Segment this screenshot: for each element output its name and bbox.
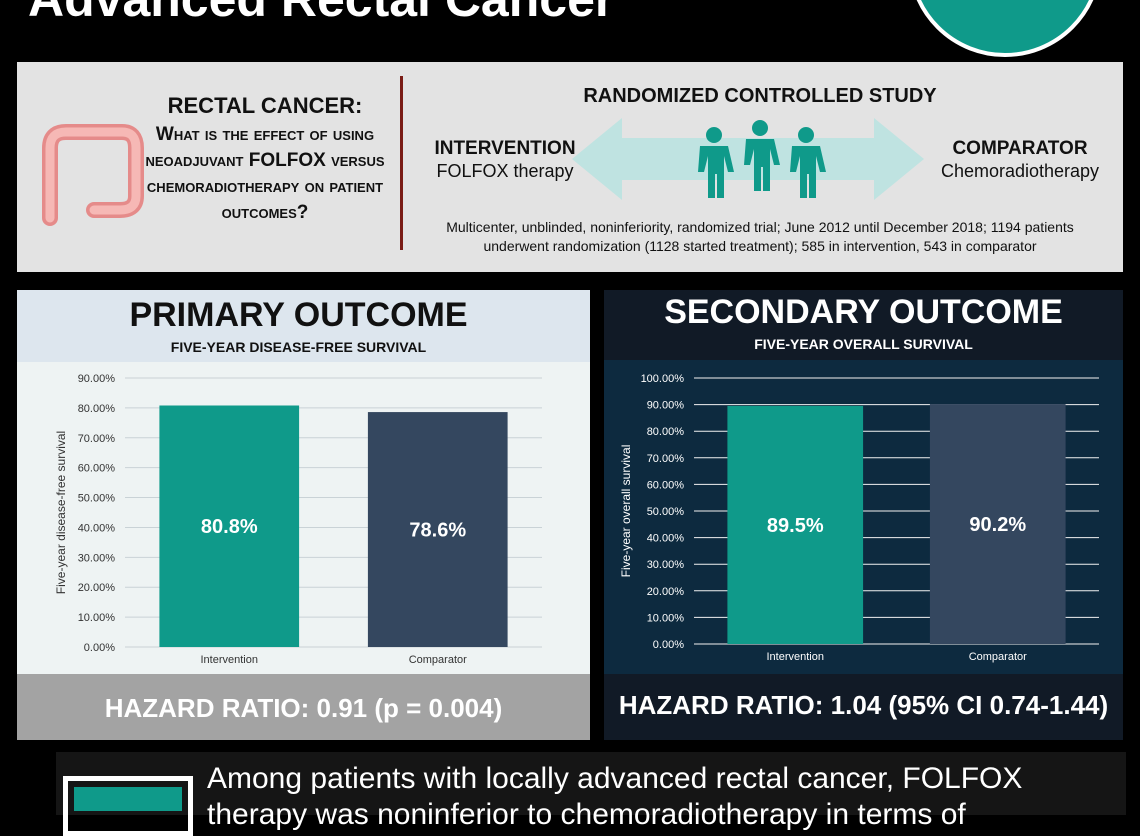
secondary-outcome-title: SECONDARY OUTCOME (664, 293, 1063, 331)
conclusion-text: Among patients with locally advanced rec… (207, 762, 1023, 831)
y-tick-label: 20.00% (647, 586, 685, 598)
y-tick-label: 50.00% (647, 506, 685, 518)
y-tick-label: 10.00% (78, 612, 116, 624)
y-tick-label: 20.00% (78, 582, 116, 594)
y-tick-label: 0.00% (653, 639, 684, 651)
bar-intervention (159, 405, 300, 647)
journal-logo-icon (916, 0, 1094, 57)
study-title: RANDOMIZED CONTROLLED STUDY (583, 85, 937, 107)
intervention-label: INTERVENTION (434, 138, 576, 159)
y-tick-label: 30.00% (78, 552, 116, 564)
secondary-outcome-subtitle: FIVE-YEAR OVERALL SURVIVAL (754, 336, 973, 352)
comparator-label: COMPARATOR (952, 138, 1088, 159)
bar-comparator (929, 404, 1066, 644)
x-tick-label: Comparator (409, 654, 467, 666)
question-title: RECTAL CANCER: (167, 93, 363, 118)
y-axis-label: Five-year disease-free survival (54, 431, 68, 594)
secondary-hazard-ratio: HAZARD RATIO: 1.04 (95% CI 0.74-1.44) (618, 690, 1109, 720)
conclusion-panel (56, 752, 1126, 815)
divider (400, 76, 403, 250)
x-tick-label: Intervention (767, 651, 824, 663)
data-label: 90.2% (969, 514, 1026, 536)
bar-comparator (367, 412, 508, 647)
primary-hazard-ratio: HAZARD RATIO: 0.91 (p = 0.004) (104, 693, 503, 723)
primary-outcome-subtitle: FIVE-YEAR DISEASE-FREE SURVIVAL (170, 339, 427, 355)
y-tick-label: 30.00% (647, 559, 685, 571)
y-axis-label: Five-year overall survival (619, 445, 633, 578)
data-label: 89.5% (767, 515, 824, 537)
y-tick-label: 60.00% (78, 463, 116, 475)
y-tick-label: 50.00% (78, 493, 116, 505)
x-tick-label: Intervention (201, 654, 258, 666)
data-label: 80.8% (201, 516, 258, 538)
y-tick-label: 10.00% (647, 612, 685, 624)
y-tick-label: 70.00% (647, 453, 685, 465)
intervention-description: FOLFOX therapy (436, 161, 574, 181)
y-tick-label: 80.00% (78, 403, 116, 415)
y-tick-label: 60.00% (647, 479, 685, 491)
x-tick-label: Comparator (969, 651, 1027, 663)
primary-outcome-title: PRIMARY OUTCOME (129, 296, 468, 334)
data-label: 78.6% (409, 520, 466, 542)
question-text: What is the effect of using neoadjuvant … (145, 124, 385, 223)
patients-group-icon (698, 120, 826, 198)
primary-hazard-ratio-bar (17, 674, 590, 740)
colon-icon (42, 124, 144, 226)
y-tick-label: 80.00% (647, 426, 685, 438)
comparator-description: Chemoradiotherapy (940, 161, 1100, 181)
primary-survival-chart: 0.00% 10.00% 20.00% 30.00% 40.00% 50.00% 60.00… (54, 373, 542, 666)
page-title: Advanced Rectal Cancer (28, 0, 614, 28)
y-tick-label: 0.00% (84, 642, 115, 654)
study-description: Multicenter, unblinded, noninferiority, … (446, 219, 1074, 254)
y-tick-label: 90.00% (78, 373, 116, 385)
study-panel (17, 62, 1123, 272)
y-tick-label: 70.00% (78, 433, 116, 445)
secondary-survival-chart: 0.00% 10.00% 20.00% 30.00% 40.00% 50.00% 60.00… (619, 373, 1099, 663)
y-tick-label: 40.00% (647, 533, 685, 545)
y-tick-label: 40.00% (78, 522, 116, 534)
bar-intervention (727, 405, 864, 644)
document-icon-fill (74, 787, 182, 811)
y-tick-label: 90.00% (647, 400, 685, 412)
y-tick-label: 100.00% (641, 373, 685, 385)
